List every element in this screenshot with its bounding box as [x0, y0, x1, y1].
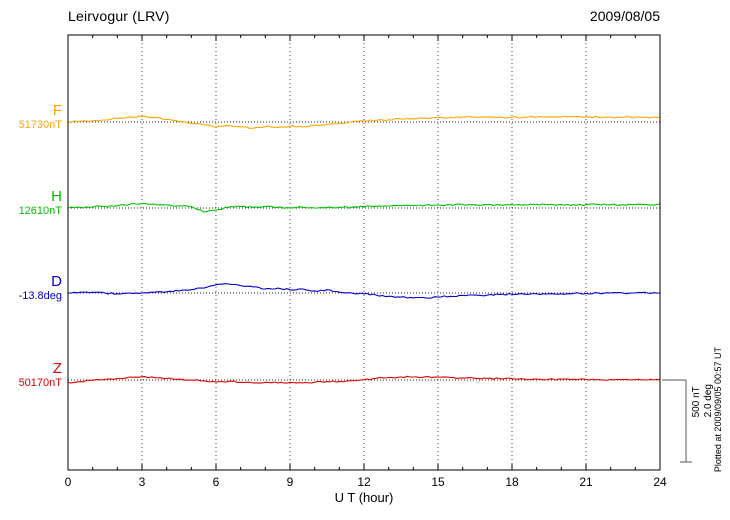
- series-label-Z: Z 50170nT: [0, 361, 62, 390]
- x-tick-label: 3: [139, 475, 146, 489]
- x-tick-label: 0: [65, 475, 72, 489]
- series-baseline-H: 12610nT: [18, 205, 62, 217]
- series-letter-H: H: [51, 188, 62, 205]
- trace-H: [67, 202, 661, 213]
- series-baseline-F: 51730nT: [18, 119, 62, 131]
- x-tick-label: 9: [287, 475, 294, 489]
- series-label-D: D -13.8deg: [0, 274, 62, 303]
- scale-bar-nt-label: 500 nT: [691, 386, 702, 418]
- x-tick-label: 6: [213, 475, 220, 489]
- series-baseline-D: -13.8deg: [18, 290, 62, 302]
- x-tick-label: 12: [357, 475, 371, 489]
- trace-F: [67, 115, 661, 130]
- station-title: Leirvogur (LRV): [68, 8, 170, 24]
- series-label-H: H 12610nT: [0, 189, 62, 218]
- x-tick-label: 21: [579, 475, 593, 489]
- series-label-F: F 51730nT: [0, 103, 62, 132]
- plot-frame: [67, 34, 661, 471]
- x-tick-label: 24: [653, 475, 667, 489]
- series-letter-F: F: [52, 102, 62, 119]
- x-axis-label: U T (hour): [334, 490, 394, 505]
- trace-D: [68, 283, 661, 299]
- x-tick-label: 18: [505, 475, 519, 489]
- plot-date: 2009/08/05: [589, 8, 660, 24]
- x-tick-label: 15: [431, 475, 445, 489]
- plotted-at-note: Plotted at 2009/09/05 00:57 UT: [713, 346, 723, 472]
- series-letter-Z: Z: [52, 360, 62, 377]
- trace-Z: [67, 375, 661, 384]
- scale-bar-labels: 500 nT 2.0 deg: [691, 384, 714, 417]
- series-baseline-Z: 50170nT: [18, 377, 62, 389]
- series-letter-D: D: [51, 273, 62, 290]
